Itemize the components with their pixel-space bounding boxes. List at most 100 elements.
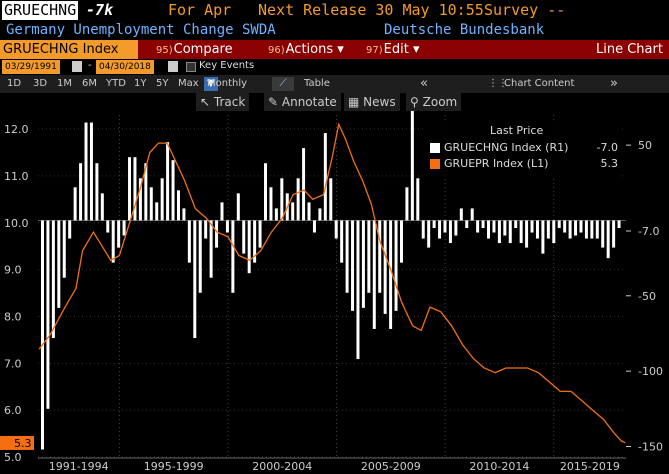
chart-type-label: Line Chart bbox=[596, 42, 663, 57]
bar bbox=[269, 187, 273, 221]
bar bbox=[427, 220, 431, 248]
bar bbox=[171, 160, 175, 221]
frequency-select[interactable]: Monthly ▼ bbox=[204, 77, 247, 91]
bar bbox=[73, 187, 77, 221]
line-chart-icon[interactable]: ⟋ bbox=[272, 77, 294, 91]
end-date-field[interactable]: 04/30/2018 bbox=[96, 60, 154, 74]
table-button[interactable]: Table bbox=[304, 78, 330, 89]
source: Deutsche Bundesbank bbox=[384, 22, 545, 38]
edit-button[interactable]: 97)Edit ▾ bbox=[366, 42, 420, 57]
collapse-icon[interactable]: « bbox=[420, 76, 428, 91]
bar bbox=[481, 220, 485, 228]
period-label: For Apr bbox=[168, 1, 232, 19]
bar bbox=[568, 220, 572, 239]
bar bbox=[138, 178, 142, 221]
bar bbox=[416, 178, 420, 221]
bar bbox=[541, 220, 545, 254]
bar bbox=[68, 220, 72, 239]
header-row: GRUECHNG -7k For Apr Next Release 30 May… bbox=[0, 0, 669, 21]
annotate-button[interactable]: ✎ Annotate bbox=[264, 93, 341, 111]
right-tick-label: -150 bbox=[638, 440, 663, 453]
bar bbox=[448, 220, 452, 244]
bar bbox=[410, 111, 414, 221]
bar bbox=[79, 163, 83, 221]
left-tick-label: 12.0 bbox=[4, 123, 29, 136]
bar bbox=[117, 220, 121, 248]
cursor-icon: ↖ bbox=[200, 95, 211, 109]
period-ytd[interactable]: YTD bbox=[106, 78, 126, 89]
bar bbox=[220, 202, 224, 221]
bar bbox=[236, 193, 240, 221]
bar bbox=[389, 220, 393, 329]
bar bbox=[552, 220, 556, 244]
pencil-icon: ✎ bbox=[268, 95, 279, 109]
left-tick-label: 5.0 bbox=[4, 451, 22, 464]
period-1m[interactable]: 1M bbox=[57, 78, 72, 89]
bar bbox=[356, 220, 360, 360]
function-toolbar: GRUECHNG Index 95)Compare 96)Actions ▾ 9… bbox=[0, 40, 669, 59]
bar bbox=[394, 220, 398, 311]
chevron-down-icon: ▾ bbox=[412, 42, 420, 57]
bar bbox=[291, 202, 295, 221]
start-date-field[interactable]: 03/29/1991 bbox=[2, 60, 60, 74]
right-tick-label: 50 bbox=[638, 139, 652, 152]
calendar-icon[interactable] bbox=[72, 61, 82, 72]
bar bbox=[492, 220, 496, 233]
expand-icon[interactable]: » bbox=[610, 76, 618, 91]
right-tick-label: -100 bbox=[638, 365, 663, 378]
chart-content-label[interactable]: Chart Content bbox=[504, 78, 575, 89]
period-3d[interactable]: 3D bbox=[33, 78, 48, 89]
bar bbox=[383, 220, 387, 314]
bar bbox=[307, 202, 311, 221]
bar bbox=[258, 220, 262, 248]
bar bbox=[345, 220, 349, 293]
bar bbox=[606, 220, 610, 259]
magnifier-icon: ⚲ bbox=[410, 95, 419, 109]
news-button[interactable]: ▦ News bbox=[344, 93, 400, 111]
legend-title: Last Price bbox=[490, 124, 544, 137]
bar bbox=[41, 220, 44, 450]
x-tick-label: 2005-2009 bbox=[361, 460, 421, 473]
period-1d[interactable]: 1D bbox=[7, 78, 22, 89]
bar bbox=[563, 220, 567, 233]
chevron-down-icon: ▾ bbox=[337, 42, 344, 57]
legend-swatch bbox=[430, 159, 440, 169]
bar bbox=[166, 142, 170, 221]
calendar-icon[interactable] bbox=[168, 61, 178, 72]
bar bbox=[100, 193, 104, 221]
zoom-button[interactable]: ⚲ Zoom bbox=[406, 93, 462, 111]
bar bbox=[128, 157, 132, 221]
legend-swatch bbox=[430, 143, 440, 153]
bar bbox=[209, 220, 213, 278]
period-6m[interactable]: 6M bbox=[82, 78, 97, 89]
ticker[interactable]: GRUECHNG bbox=[2, 1, 79, 20]
bar bbox=[160, 178, 164, 221]
bar bbox=[215, 220, 219, 248]
description-row: Germany Unemployment Change SWDA Deutsch… bbox=[0, 21, 669, 40]
chart-tools: ↖ Track ✎ Annotate ▦ News ⚲ Zoom bbox=[0, 93, 669, 111]
bar bbox=[519, 220, 523, 244]
bar bbox=[302, 148, 306, 221]
bar bbox=[546, 220, 550, 239]
index-field[interactable]: GRUECHNG Index bbox=[0, 40, 138, 59]
actions-button[interactable]: 96)Actions ▾ bbox=[268, 42, 344, 57]
period-5y[interactable]: 5Y bbox=[156, 78, 169, 89]
period-max[interactable]: Max bbox=[178, 78, 199, 89]
track-button[interactable]: ↖ Track bbox=[196, 93, 250, 111]
bar bbox=[584, 220, 588, 239]
key-events-checkbox[interactable] bbox=[186, 62, 196, 72]
bar bbox=[225, 220, 229, 233]
compare-button[interactable]: 95)Compare bbox=[156, 42, 233, 57]
bar bbox=[465, 220, 469, 228]
last-value: -7k bbox=[86, 1, 114, 19]
period-1y[interactable]: 1Y bbox=[134, 78, 147, 89]
x-tick-label: 1995-1999 bbox=[144, 460, 204, 473]
bar bbox=[525, 220, 529, 248]
news-icon: ▦ bbox=[348, 95, 360, 109]
bar bbox=[487, 220, 491, 239]
bar bbox=[617, 220, 621, 228]
description: Germany Unemployment Change SWDA bbox=[6, 22, 276, 38]
period-toolbar: 1D 3D 1M 6M YTD 1Y 5Y Max Monthly ▼ ⟋ Ta… bbox=[0, 75, 669, 93]
bar bbox=[62, 220, 66, 278]
bar bbox=[514, 220, 518, 228]
